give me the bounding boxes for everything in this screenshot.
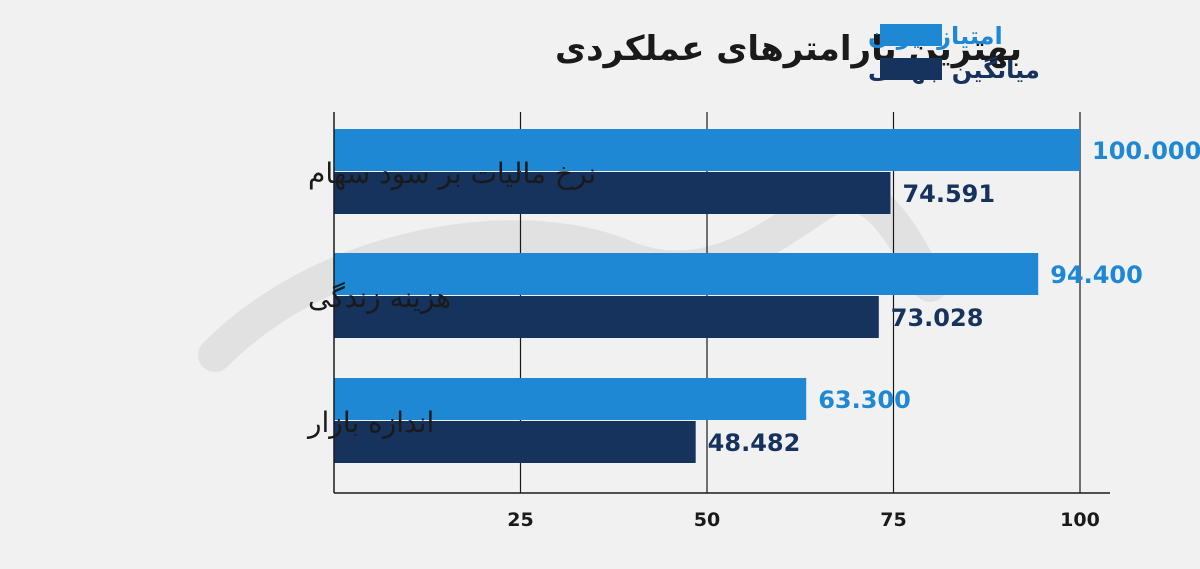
data-label-iran-1: 94.400 [1050,261,1143,289]
bar-world-0 [334,172,891,214]
data-label-iran-0: 100.000 [1092,137,1200,165]
legend-label-iran: امتیاز ایران [868,22,1003,50]
bar-world-2 [334,421,696,463]
legend-label-world: میانگین جهانی [868,56,1040,84]
x-tick-label-75: 75 [880,509,906,531]
category-label-1: هزینه زندگی [308,281,451,314]
data-label-world-0: 74.591 [902,180,995,208]
data-label-world-1: 73.028 [891,304,984,332]
bar-iran-1 [334,253,1039,295]
x-tick-label-25: 25 [507,509,533,531]
x-tick-label-50: 50 [694,509,720,531]
tick-labels: 25 50 75 100 [507,509,1100,531]
axes [333,112,1110,494]
bar-iran-0 [334,129,1080,171]
data-label-iran-2: 63.300 [818,386,911,414]
data-labels: 100.000 74.591 94.400 73.028 63.300 48.482 [708,137,1200,457]
bar-iran-2 [334,378,807,420]
chart-title: بهترین پارامترهای عملکردی [555,29,1022,69]
legend-swatch-world [880,58,942,80]
x-tick-label-100: 100 [1060,509,1100,531]
category-label-2: اندازه بازار [306,406,434,439]
data-label-world-2: 48.482 [708,429,801,457]
category-labels: نرخ مالیات بر سود سهام هزینه زندگی اندازه … [306,157,596,439]
bar-world-1 [334,296,879,338]
legend-swatch-iran [880,24,942,46]
category-label-0: نرخ مالیات بر سود سهام [308,157,596,190]
legend: امتیاز ایران میانگین جهانی [868,22,1040,84]
bars [334,129,1080,463]
